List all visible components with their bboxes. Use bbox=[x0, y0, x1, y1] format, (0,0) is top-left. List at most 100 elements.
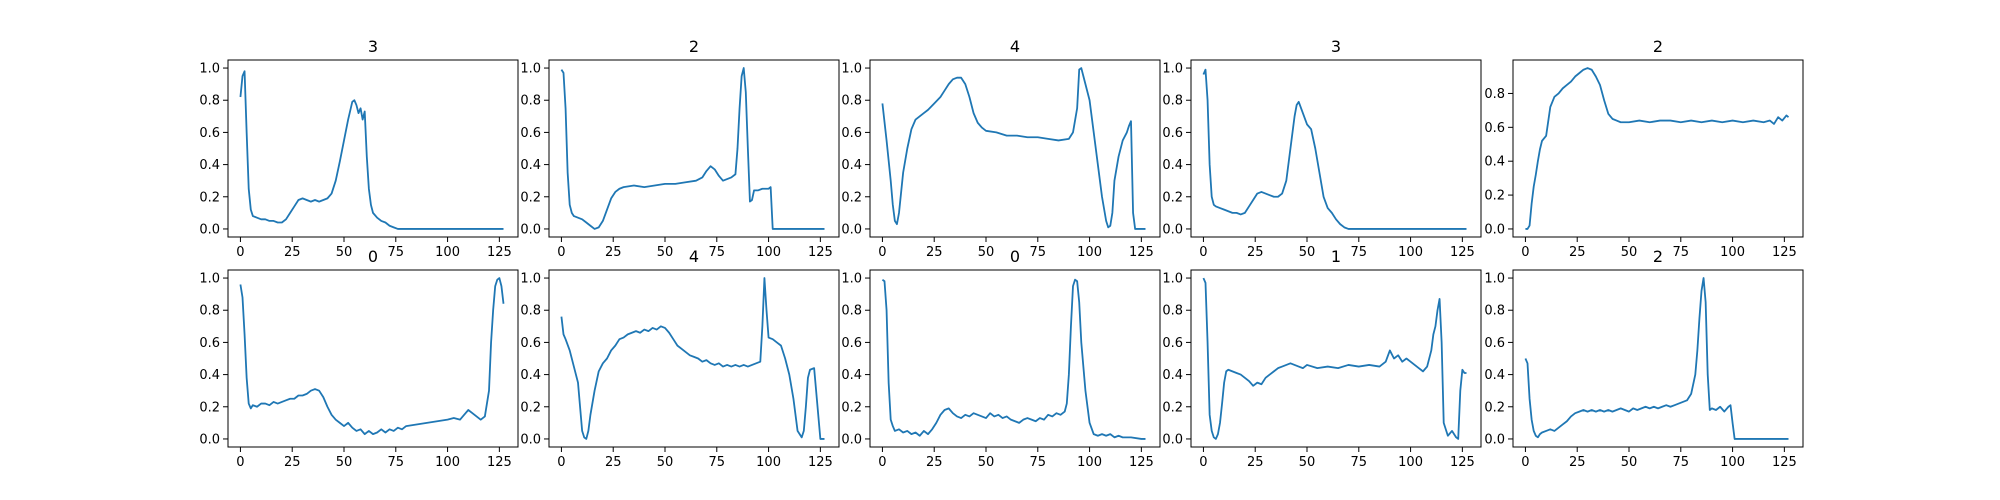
axes-frame bbox=[1512, 59, 1804, 238]
y-tick-label: 0.6 bbox=[1484, 336, 1505, 351]
y-tick-label: 0.0 bbox=[841, 432, 862, 447]
y-tick-label: 0.8 bbox=[841, 94, 862, 109]
y-tick-label: 0.2 bbox=[199, 400, 220, 415]
axes-frame bbox=[548, 59, 840, 238]
y-tick-label: 0.2 bbox=[1162, 190, 1183, 205]
y-tick-label: 0.2 bbox=[1484, 400, 1505, 415]
x-tick-label: 25 bbox=[1569, 245, 1586, 260]
x-tick-label: 0 bbox=[236, 455, 244, 470]
subplot-title: 0 bbox=[368, 247, 378, 266]
x-tick-label: 50 bbox=[336, 245, 353, 260]
y-tick-label: 1.0 bbox=[841, 62, 862, 77]
x-tick-label: 0 bbox=[878, 455, 886, 470]
x-tick-label: 25 bbox=[605, 245, 622, 260]
x-tick-label: 75 bbox=[709, 245, 726, 260]
y-tick-label: 0.4 bbox=[520, 368, 541, 383]
axes-frame bbox=[869, 269, 1161, 448]
axes-frame bbox=[227, 59, 519, 238]
y-tick-label: 0.0 bbox=[199, 432, 220, 447]
subplot-title: 1 bbox=[1331, 247, 1341, 266]
y-tick-label: 0.4 bbox=[841, 368, 862, 383]
y-tick-label: 0.6 bbox=[841, 336, 862, 351]
x-tick-label: 0 bbox=[557, 455, 565, 470]
x-tick-label: 125 bbox=[1450, 455, 1475, 470]
x-tick-label: 0 bbox=[1521, 455, 1529, 470]
x-tick-label: 125 bbox=[1129, 455, 1154, 470]
y-tick-label: 0.8 bbox=[199, 94, 220, 109]
y-tick-label: 0.8 bbox=[1162, 94, 1183, 109]
y-tick-label: 0.4 bbox=[199, 158, 220, 173]
subplot-6: 0 0 25 50 75 100 125 0.0 0.2 0.4 0.6 0.8 1.0 bbox=[199, 247, 519, 470]
x-tick-label: 50 bbox=[336, 455, 353, 470]
x-tick-label: 125 bbox=[1450, 245, 1475, 260]
y-tick-label: 0.6 bbox=[841, 126, 862, 141]
y-tick-label: 0.4 bbox=[1484, 155, 1505, 170]
subplot-title: 2 bbox=[1653, 247, 1663, 266]
series-line bbox=[1525, 67, 1790, 230]
x-tick-label: 25 bbox=[1247, 245, 1264, 260]
x-tick-label: 100 bbox=[1077, 245, 1102, 260]
subplot-title: 4 bbox=[1010, 37, 1020, 56]
x-tick-label: 75 bbox=[1030, 245, 1047, 260]
y-tick-label: 0.8 bbox=[841, 304, 862, 319]
axes-frame bbox=[1512, 269, 1804, 448]
y-tick-label: 0.0 bbox=[1484, 432, 1505, 447]
x-tick-label: 0 bbox=[557, 245, 565, 260]
y-tick-label: 1.0 bbox=[199, 272, 220, 287]
x-tick-label: 75 bbox=[1673, 455, 1690, 470]
y-tick-label: 0.2 bbox=[841, 400, 862, 415]
x-tick-label: 100 bbox=[1720, 455, 1745, 470]
y-tick-label: 1.0 bbox=[1484, 272, 1505, 287]
x-tick-label: 125 bbox=[1129, 245, 1154, 260]
x-tick-label: 75 bbox=[1351, 245, 1368, 260]
x-tick-label: 0 bbox=[1199, 455, 1207, 470]
axes-frame bbox=[1190, 59, 1482, 238]
subplot-title: 2 bbox=[1653, 37, 1663, 56]
series-line bbox=[239, 277, 505, 436]
x-tick-label: 75 bbox=[1673, 245, 1690, 260]
y-tick-label: 0.6 bbox=[1162, 336, 1183, 351]
subplot-2: 2 0 25 50 75 100 125 0.0 0.2 0.4 0.6 0.8 1.0 bbox=[520, 37, 840, 260]
y-tick-label: 0.4 bbox=[520, 158, 541, 173]
y-tick-label: 1.0 bbox=[1162, 62, 1183, 77]
x-tick-label: 50 bbox=[1299, 245, 1316, 260]
x-tick-label: 100 bbox=[435, 245, 460, 260]
x-tick-label: 75 bbox=[388, 455, 405, 470]
axes-frame bbox=[1190, 269, 1482, 448]
x-tick-label: 125 bbox=[1772, 245, 1797, 260]
subplot-title: 3 bbox=[368, 37, 378, 56]
axes-frame bbox=[548, 269, 840, 448]
y-tick-label: 0.2 bbox=[199, 190, 220, 205]
x-tick-label: 50 bbox=[978, 455, 995, 470]
x-tick-label: 75 bbox=[1351, 455, 1368, 470]
y-tick-label: 0.8 bbox=[1162, 304, 1183, 319]
y-tick-label: 0.6 bbox=[520, 336, 541, 351]
x-tick-label: 75 bbox=[1030, 455, 1047, 470]
y-tick-label: 0.4 bbox=[1162, 368, 1183, 383]
subplot-10: 2 0 25 50 75 100 125 0.0 0.2 0.4 0.6 0.8 1.0 bbox=[1484, 247, 1804, 470]
series-line bbox=[560, 67, 825, 230]
y-tick-label: 0.6 bbox=[1484, 121, 1505, 136]
x-tick-label: 75 bbox=[388, 245, 405, 260]
x-tick-label: 125 bbox=[808, 245, 833, 260]
y-tick-label: 1.0 bbox=[199, 62, 220, 77]
series-line bbox=[1202, 277, 1467, 440]
y-tick-label: 0.6 bbox=[199, 336, 220, 351]
y-tick-label: 0.2 bbox=[841, 190, 862, 205]
x-tick-label: 100 bbox=[756, 245, 781, 260]
axes-frame bbox=[869, 59, 1161, 238]
y-tick-label: 0.4 bbox=[1484, 368, 1505, 383]
series-line bbox=[881, 278, 1146, 440]
x-tick-label: 25 bbox=[1247, 455, 1264, 470]
x-tick-label: 0 bbox=[236, 245, 244, 260]
subplot-title: 2 bbox=[689, 37, 699, 56]
x-tick-label: 25 bbox=[926, 455, 943, 470]
x-tick-label: 50 bbox=[657, 455, 674, 470]
y-tick-label: 0.2 bbox=[520, 190, 541, 205]
x-tick-label: 100 bbox=[435, 455, 460, 470]
y-tick-label: 0.8 bbox=[520, 304, 541, 319]
x-tick-label: 0 bbox=[1199, 245, 1207, 260]
y-tick-label: 0.0 bbox=[520, 432, 541, 447]
x-tick-label: 100 bbox=[1398, 455, 1423, 470]
